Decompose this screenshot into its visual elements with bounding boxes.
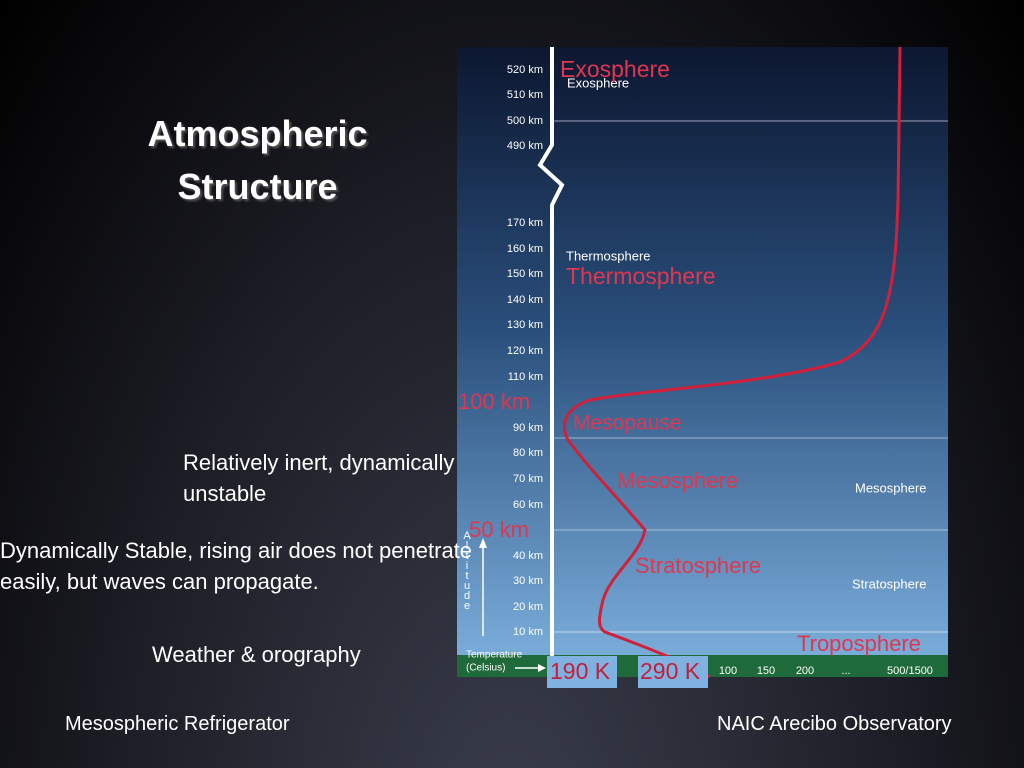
arrow-head [538,664,546,672]
altitude-tick-label: 170 km [507,217,543,229]
temperature-tick-label: 150 [757,665,775,677]
slide-title: Atmospheric [147,113,368,154]
altitude-tick-label: 160 km [507,243,543,255]
temperature-tick-label: 200 [796,665,814,677]
altitude-tick-label: 10 km [513,626,543,638]
altitude-tick-label: 60 km [513,499,543,511]
layer-label: Stratosphere [852,576,926,591]
annotation: easily, but waves can propagate. [0,569,319,594]
temperature-curve [563,46,902,679]
footer-right: NAIC Arecibo Observatory [717,713,952,735]
temperature-tick-label: 100 [719,665,737,677]
layer-label-red: Mesosphere [617,468,738,493]
altitude-tick-label: 150 km [507,268,543,280]
boundary-label: 100 km [458,389,530,414]
layer-label-red: Thermosphere [566,263,716,289]
slide-title: Structure [177,166,338,207]
temperature-label: 190 K [550,658,611,684]
altitude-tick-label: 130 km [507,319,543,331]
altitude-tick-label: 520 km [507,64,543,76]
altitude-tick-label: 70 km [513,473,543,485]
temperature-tick-label: 500/1500 [887,665,933,677]
altitude-tick-label: 40 km [513,550,543,562]
altitude-tick-label: 500 km [507,115,543,127]
layer-label: Mesosphere [855,480,927,495]
annotation: Dynamically Stable, rising air does not … [0,538,473,563]
altitude-tick-label: 80 km [513,447,543,459]
layer-label: Thermosphere [566,248,651,263]
layer-label-red: Stratosphere [635,553,761,578]
altitude-tick-label: 90 km [513,422,543,434]
temperature-axis-title: (Celsius) [466,663,505,674]
layer-label-red: Mesopause [573,412,682,435]
temperature-axis-title: Temperature [466,650,523,661]
altitude-tick-label: 120 km [507,345,543,357]
arrow-head [479,538,487,548]
temperature-label: 290 K [640,658,701,684]
altitude-axis-title: Altitude [461,530,473,610]
altitude-tick-label: 510 km [507,89,543,101]
altitude-tick-label: 20 km [513,601,543,613]
layer-label: Exosphere [567,75,629,90]
altitude-tick-label: 490 km [507,140,543,152]
altitude-tick-label: 140 km [507,294,543,306]
footer-left: Mesospheric Refrigerator [65,713,290,735]
annotation: Weather & orography [152,642,361,667]
layer-label-red: Exosphere [560,56,670,82]
temperature-tick-label: ... [841,665,850,677]
layer-label-red: Troposphere [797,631,921,656]
annotation: Relatively inert, dynamically [183,450,455,475]
boundary-label: 50 km [469,517,529,542]
altitude-axis [537,47,565,677]
altitude-tick-label: 110 km [508,371,543,383]
temperature-label-box [547,656,617,688]
annotation: unstable [183,481,267,506]
temperature-label-box [638,656,708,688]
altitude-tick-label: 30 km [513,575,543,587]
sky-background [457,47,948,677]
